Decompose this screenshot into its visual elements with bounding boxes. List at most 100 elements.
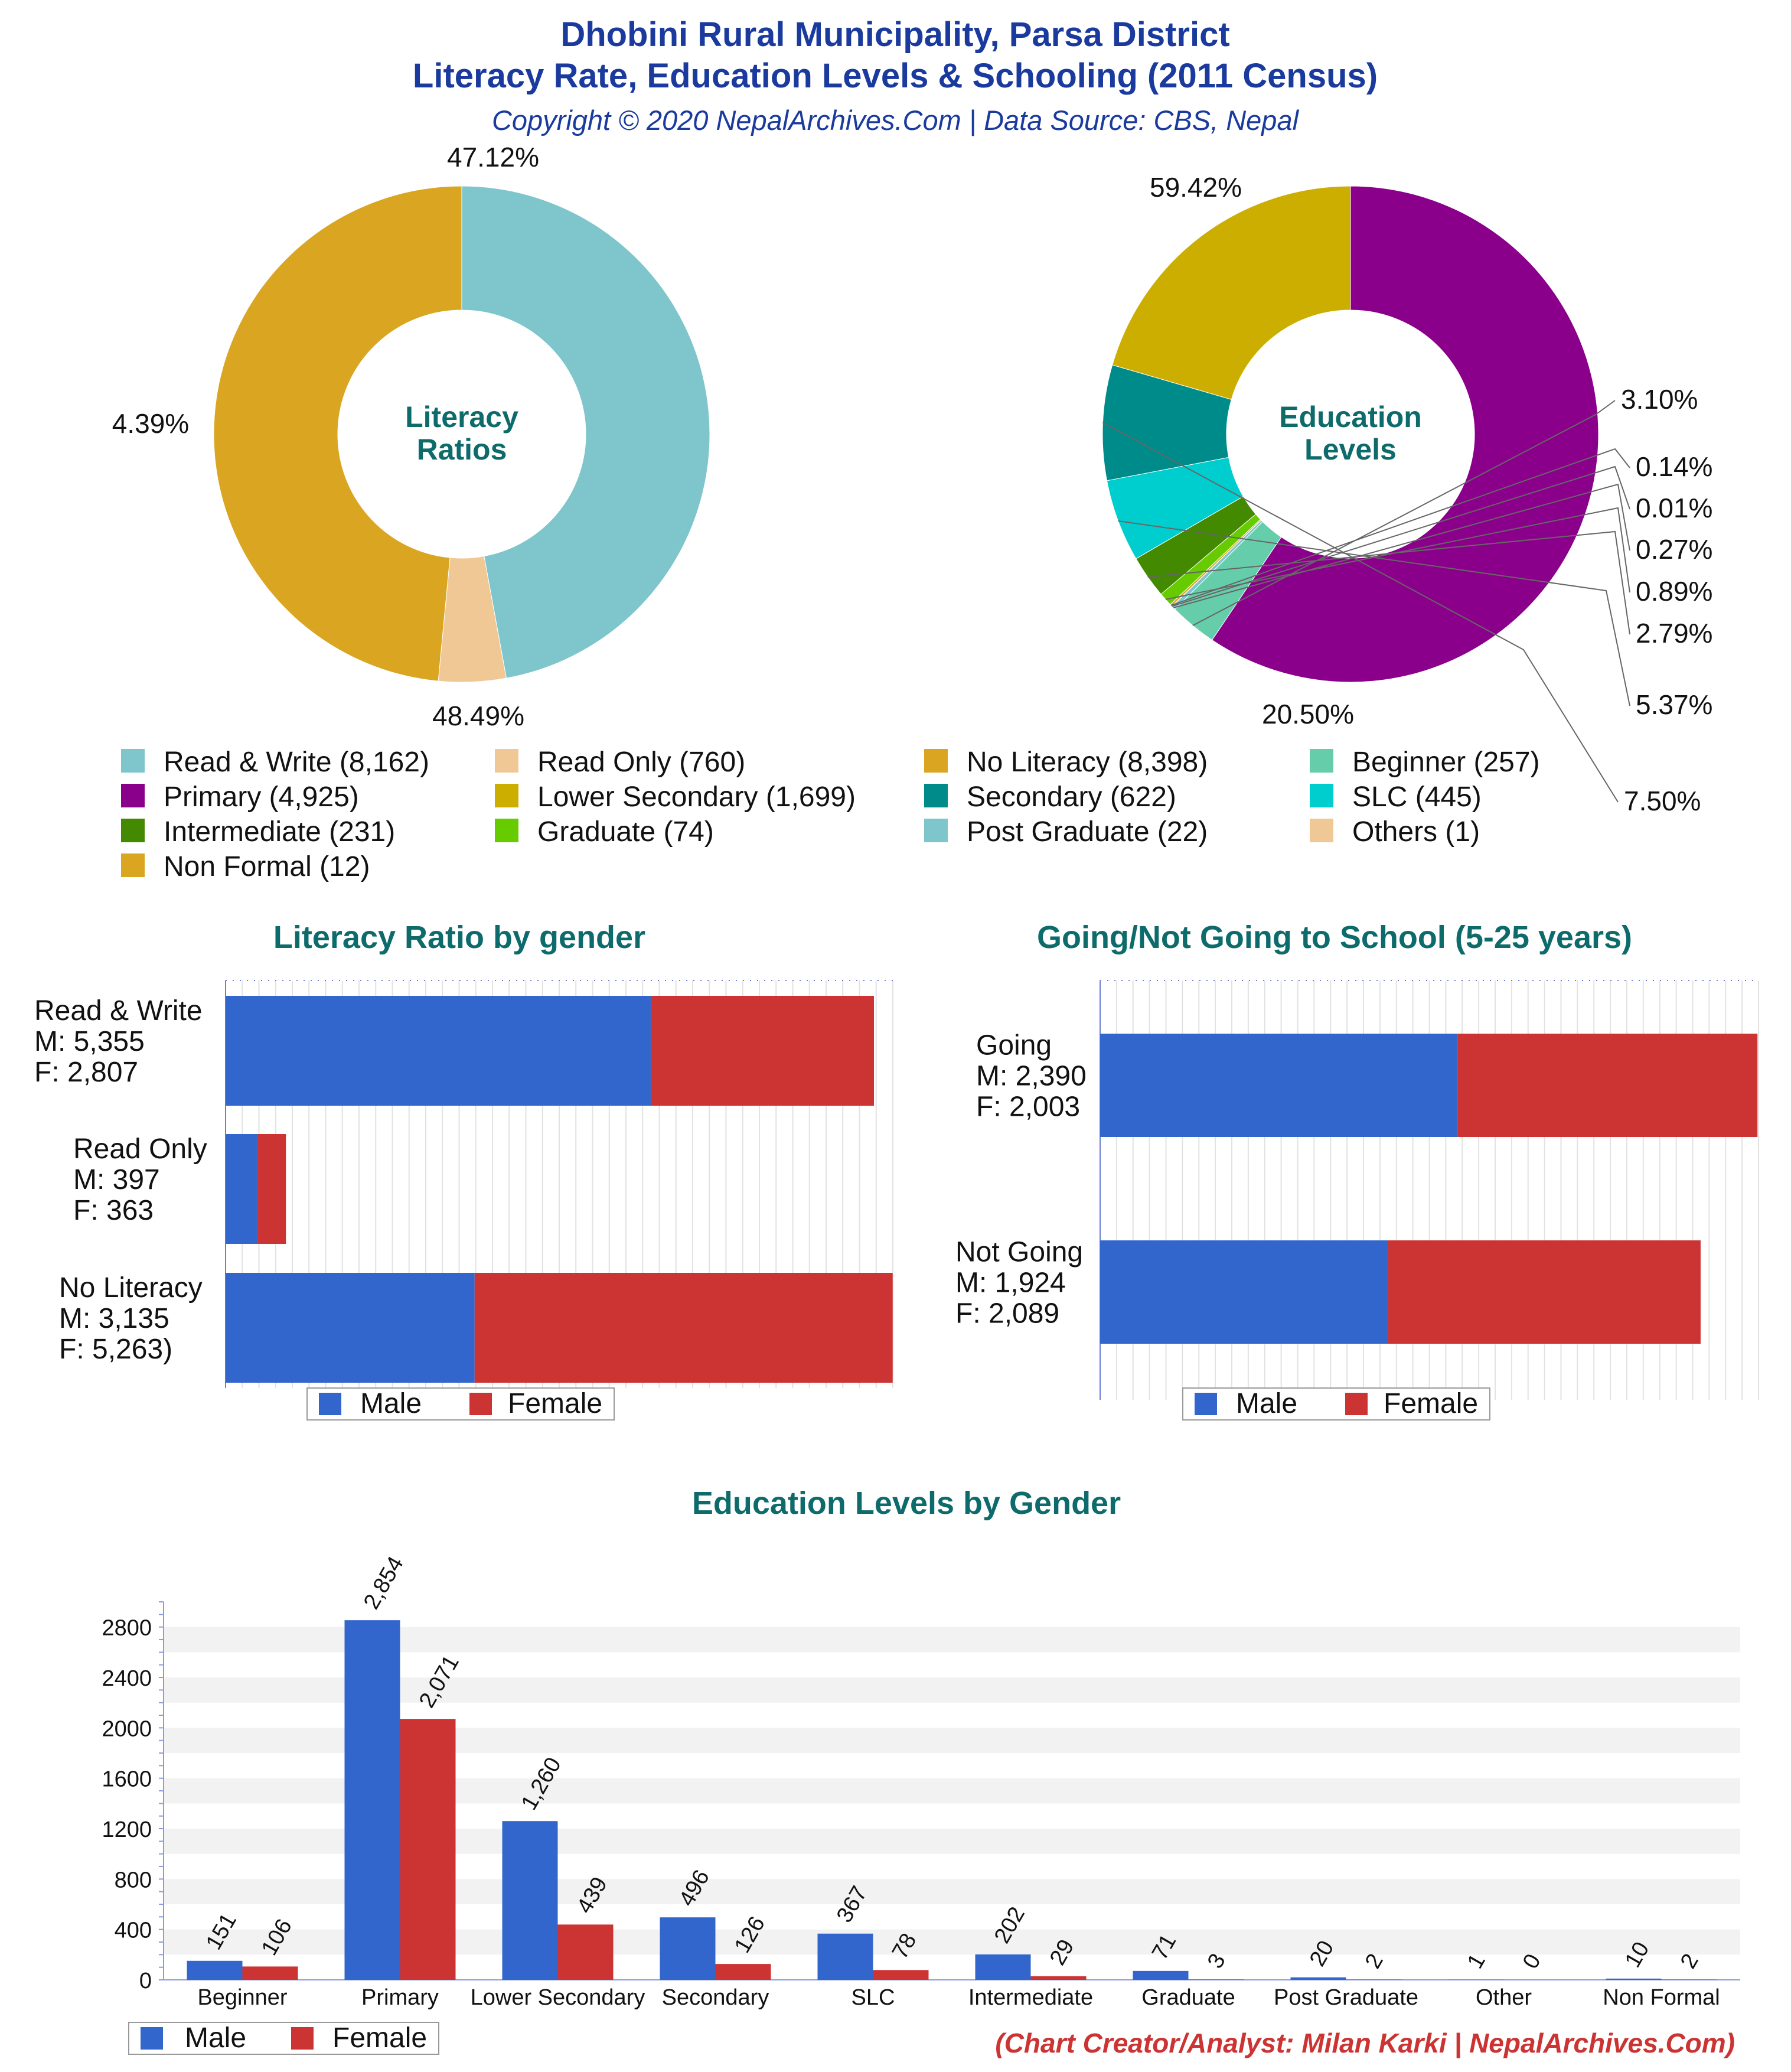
- slice-read-write: [461, 185, 710, 679]
- leader-line: [1118, 520, 1630, 706]
- slice-percent-label: 7.50%: [1624, 786, 1701, 816]
- y-tick-label: 2800: [102, 1616, 152, 1641]
- row-label-going: Going: [976, 1030, 1052, 1061]
- x-tick-label-other: Other: [1476, 1985, 1532, 2010]
- row-label-no-literacy: M: 3,135: [59, 1303, 169, 1334]
- school-going-title: Going/Not Going to School (5-25 years): [1037, 920, 1632, 955]
- bar-female-no-literacy: [474, 1273, 893, 1383]
- y-tick-label: 800: [115, 1868, 152, 1892]
- bar-male-primary: [344, 1620, 400, 1980]
- slice-percent-label: 48.49%: [432, 701, 524, 731]
- bar-female-secondary: [715, 1964, 771, 1980]
- legend-label-non-formal-12: Non Formal (12): [164, 851, 370, 882]
- legend-label-female: Female: [1384, 1388, 1478, 1419]
- bar-male-not-going: [1100, 1240, 1388, 1344]
- donut-center-label: Education: [1279, 400, 1422, 434]
- leader-line: [1170, 448, 1630, 606]
- legend-label-primary-4-925: Primary (4,925): [164, 781, 359, 813]
- bar-female-not-going: [1388, 1240, 1701, 1344]
- bar-female-intermediate: [1030, 1976, 1087, 1980]
- row-label-going: M: 2,390: [976, 1061, 1087, 1092]
- x-tick-label-beginner: Beginner: [197, 1985, 287, 2010]
- row-label-read-write: F: 2,807: [34, 1057, 138, 1088]
- slice-percent-label: 3.10%: [1621, 384, 1698, 415]
- row-label-read-only: M: 397: [73, 1164, 160, 1195]
- x-tick-label-intermediate: Intermediate: [968, 1985, 1093, 2010]
- row-label-not-going: M: 1,924: [955, 1268, 1066, 1299]
- x-tick-label-non-formal: Non Formal: [1603, 1985, 1720, 2010]
- bar-female-lower-secondary: [557, 1924, 614, 1980]
- legend-box: [128, 2022, 439, 2055]
- bar-male-read-write: [226, 996, 651, 1106]
- bar-male-lower-secondary: [502, 1821, 558, 1980]
- legend-swatch-read-write-8-162: [121, 749, 145, 773]
- legend-swatch-slc-445: [1310, 784, 1333, 807]
- donut-center-label: Ratios: [417, 433, 507, 466]
- bar-male-graduate: [1133, 1970, 1189, 1980]
- bar-female-beginner: [242, 1966, 298, 1980]
- row-label-read-only: Read Only: [73, 1133, 207, 1165]
- legend-label-read-write-8-162: Read & Write (8,162): [164, 747, 429, 778]
- legend-swatch-secondary-622: [924, 784, 948, 807]
- copyright-subtitle: Copyright © 2020 NepalArchives.Com | Dat…: [492, 105, 1300, 136]
- legend-label-secondary-622: Secondary (622): [967, 781, 1176, 813]
- bar-male-slc: [817, 1933, 873, 1980]
- slice-percent-label: 5.37%: [1636, 689, 1712, 720]
- legend-label-read-only-760: Read Only (760): [537, 747, 745, 778]
- pie-legend: Read & Write (8,162) Read Only (760) No Li…: [121, 747, 1540, 882]
- row-label-no-literacy: F: 5,263): [59, 1334, 172, 1365]
- x-tick-label-secondary: Secondary: [662, 1985, 769, 2010]
- bar-male-secondary: [660, 1917, 716, 1980]
- legend-label-male: Male: [360, 1388, 422, 1419]
- donut-center-label: Levels: [1304, 433, 1397, 466]
- legend-box: [1182, 1387, 1490, 1421]
- y-tick-label: 1600: [102, 1767, 152, 1792]
- bar-female-slc: [873, 1970, 929, 1980]
- legend-swatch-non-formal-12: [121, 853, 145, 877]
- bar-female-read-write: [651, 996, 874, 1106]
- legend-swatch-male: [1195, 1393, 1217, 1415]
- slice-percent-label: 47.12%: [447, 142, 539, 172]
- legend-label-female: Female: [332, 2022, 427, 2054]
- row-label-no-literacy: No Literacy: [59, 1272, 203, 1304]
- slice-percent-label: 4.39%: [112, 408, 189, 439]
- y-tick-label: 2400: [102, 1666, 152, 1691]
- bar-female-primary: [400, 1719, 456, 1980]
- legend-box: [306, 1387, 615, 1421]
- x-tick-label-lower-secondary: Lower Secondary: [471, 1985, 645, 2010]
- row-label-not-going: Not Going: [955, 1237, 1083, 1268]
- literacy-by-gender-title: Literacy Ratio by gender: [273, 920, 645, 955]
- slice-percent-label: 0.27%: [1636, 534, 1712, 565]
- slice-percent-label: 20.50%: [1262, 699, 1354, 729]
- row-label-read-only: F: 363: [73, 1195, 154, 1226]
- education-by-gender-title: Education Levels by Gender: [692, 1485, 1121, 1521]
- legend-label-others-1: Others (1): [1352, 816, 1480, 848]
- bar-male-going: [1100, 1034, 1458, 1137]
- legend-swatch-graduate-74: [495, 819, 518, 842]
- legend-swatch-lower-secondary-1-699: [495, 784, 518, 807]
- bar-female-going: [1457, 1034, 1758, 1137]
- legend-swatch-female: [469, 1393, 492, 1415]
- legend-swatch-read-only-760: [495, 749, 518, 773]
- legend-label-intermediate-231: Intermediate (231): [164, 816, 395, 848]
- legend-swatch-no-literacy-8-398: [924, 749, 948, 773]
- legend-swatch-male: [319, 1393, 341, 1415]
- leader-line: [1192, 400, 1616, 626]
- slice-percent-label: 59.42%: [1150, 172, 1242, 203]
- bar-male-read-only: [226, 1134, 257, 1244]
- slice-percent-label: 0.14%: [1636, 451, 1712, 482]
- legend-swatch-male: [141, 2027, 163, 2050]
- legend-label-lower-secondary-1-699: Lower Secondary (1,699): [537, 781, 856, 813]
- legend-swatch-post-graduate-22: [924, 819, 948, 842]
- legend-label-beginner-257: Beginner (257): [1352, 747, 1540, 778]
- bar-male-intermediate: [975, 1954, 1031, 1980]
- legend-swatch-primary-4-925: [121, 784, 145, 807]
- main-title-line2: Literacy Rate, Education Levels & School…: [413, 57, 1378, 95]
- slice-lower-secondary: [1112, 185, 1351, 400]
